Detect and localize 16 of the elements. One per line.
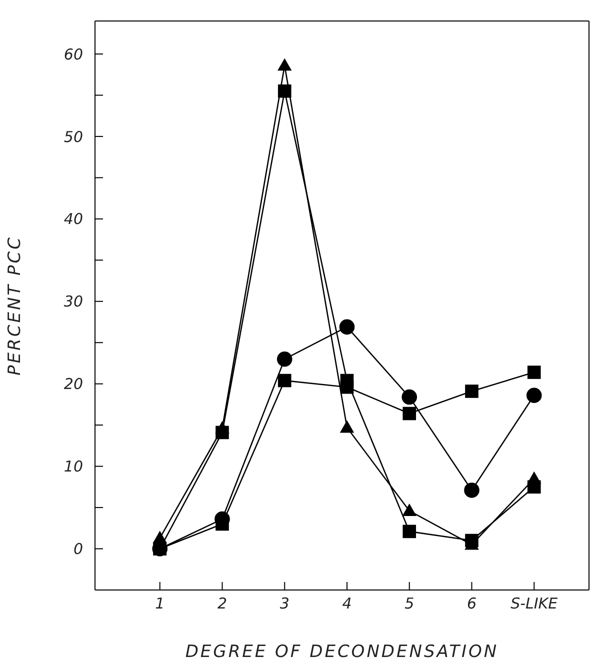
x-tick-label: 5: [404, 594, 414, 613]
y-tick-label: 50: [64, 128, 83, 146]
x-tick-label: S-LIKE: [510, 594, 558, 613]
y-tick-label: 30: [64, 292, 83, 311]
y-tick-label: 10: [64, 458, 83, 476]
x-tick-label: 3: [280, 594, 290, 613]
y-tick-label: 0: [73, 540, 83, 558]
y-tick-label: 60: [64, 45, 83, 64]
x-tick-label: 1: [155, 594, 165, 613]
x-axis-title: DEGREE OF DECONDENSATION: [185, 642, 499, 662]
x-tick-label: 2: [217, 594, 228, 613]
y-tick-label: 40: [64, 210, 83, 228]
x-tick-label: 6: [466, 594, 477, 613]
x-tick-label: 4: [342, 594, 352, 613]
y-tick-label: 20: [64, 375, 83, 394]
y-axis-title: PERCENT PCC: [5, 236, 26, 376]
